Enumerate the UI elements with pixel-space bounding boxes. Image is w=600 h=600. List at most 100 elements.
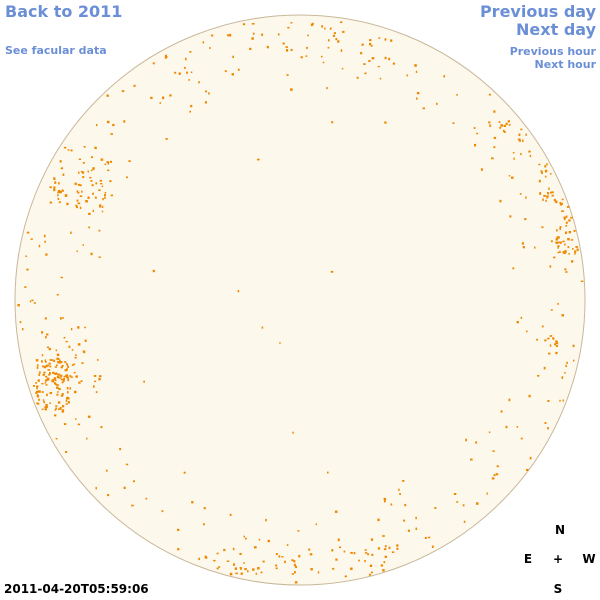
facula-mark (76, 205, 78, 209)
facula-mark (286, 49, 289, 52)
facula-mark (77, 423, 81, 426)
facula-mark (415, 527, 418, 530)
facula-mark (107, 169, 110, 172)
facula-mark (565, 221, 568, 224)
facula-mark (169, 94, 172, 97)
facula-mark (188, 79, 190, 81)
facula-mark (524, 218, 527, 221)
facula-mark (62, 379, 65, 382)
facula-mark (571, 248, 574, 250)
facula-mark (67, 366, 69, 368)
facula-mark (43, 371, 46, 374)
facula-mark (67, 378, 70, 382)
facula-mark (165, 54, 167, 57)
facula-mark (414, 64, 417, 67)
facula-mark (81, 362, 84, 365)
facula-mark (521, 242, 524, 245)
facula-mark (519, 193, 522, 195)
previous-day-link[interactable]: Previous day (479, 2, 596, 21)
facula-mark (216, 567, 219, 570)
next-hour-link[interactable]: Next hour (534, 58, 597, 71)
facula-mark (512, 152, 515, 154)
facula-mark (61, 167, 64, 170)
facula-mark (560, 202, 563, 205)
facula-mark (249, 47, 252, 50)
facula-mark (69, 387, 72, 390)
facula-mark (555, 345, 559, 347)
facula-mark (565, 271, 568, 273)
facula-mark (90, 252, 93, 256)
facula-mark (123, 120, 126, 123)
facula-mark (338, 546, 342, 549)
facula-mark (476, 132, 479, 135)
facula-mark (491, 157, 494, 160)
facula-mark (95, 182, 98, 185)
facula-mark (186, 71, 188, 74)
facula-mark (562, 240, 565, 243)
facula-mark (93, 375, 97, 377)
facula-mark (350, 552, 353, 554)
facula-mark (57, 194, 59, 197)
facula-mark (415, 70, 418, 73)
facula-mark (104, 194, 106, 197)
facula-mark (174, 71, 177, 74)
compass-west-label: W (582, 552, 596, 566)
facula-mark (548, 187, 550, 190)
facula-mark (31, 299, 34, 302)
facula-mark (364, 552, 368, 554)
facula-mark (565, 215, 568, 218)
facula-mark (234, 567, 237, 570)
facula-mark (565, 224, 568, 227)
facula-mark (575, 246, 578, 248)
facula-mark (57, 391, 59, 393)
facula-mark (112, 123, 115, 127)
facula-mark (62, 317, 64, 319)
facula-mark (340, 49, 343, 52)
facula-mark (83, 146, 86, 148)
facula-mark (70, 231, 72, 234)
facula-mark (541, 171, 543, 175)
facula-mark (67, 401, 70, 404)
facula-mark (434, 507, 437, 509)
facula-mark (224, 70, 227, 73)
facula-mark (63, 377, 65, 381)
facula-mark (547, 192, 550, 195)
facula-mark (92, 192, 94, 195)
next-day-link[interactable]: Next day (516, 20, 596, 39)
facula-mark (48, 348, 51, 351)
facula-mark (557, 303, 560, 305)
facula-mark (223, 548, 226, 552)
facula-mark (152, 269, 155, 273)
facula-mark (24, 286, 27, 288)
facula-mark (104, 192, 107, 194)
facula-mark (232, 55, 234, 59)
see-facular-data-link[interactable]: See facular data (5, 44, 107, 57)
facula-mark (36, 387, 38, 390)
facula-mark (57, 190, 61, 193)
facula-mark (98, 189, 101, 191)
facula-mark (254, 546, 257, 549)
facula-mark (30, 238, 33, 240)
facula-mark (550, 191, 553, 194)
facula-mark (251, 23, 255, 25)
facula-mark (35, 359, 39, 362)
back-to-year-link[interactable]: Back to 2011 (5, 2, 123, 21)
facula-mark (550, 309, 553, 311)
facula-mark (377, 547, 381, 550)
facula-mark (361, 43, 364, 46)
facula-mark (79, 184, 82, 187)
facula-mark (37, 379, 40, 382)
facula-mark (240, 572, 243, 575)
facula-mark (61, 381, 64, 384)
facula-mark (60, 317, 62, 320)
facula-mark (383, 561, 386, 564)
facula-mark (308, 548, 311, 551)
facula-mark (46, 393, 48, 397)
facula-mark (159, 102, 162, 104)
facula-mark (44, 379, 47, 382)
facula-mark (416, 97, 418, 100)
facula-mark (185, 57, 187, 61)
facula-mark (121, 90, 125, 93)
facula-mark (317, 571, 320, 574)
previous-hour-link[interactable]: Previous hour (509, 45, 596, 58)
